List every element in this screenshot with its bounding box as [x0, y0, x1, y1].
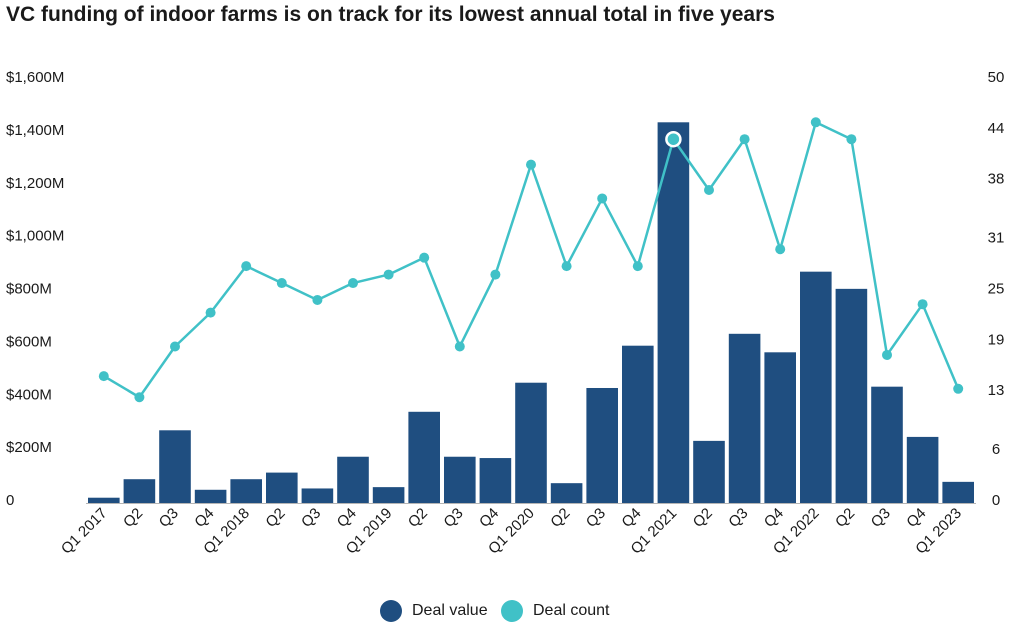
x-axis-tick-label: Q1 2017	[58, 505, 111, 558]
point-deal-count	[632, 261, 643, 272]
point-deal-count	[917, 299, 928, 310]
chart-title: VC funding of indoor farms is on track f…	[6, 3, 775, 26]
x-axis-tick-label: Q4	[334, 505, 360, 531]
combo-chart: 0 $200M $400M $600M $800M $1,000M $1,200M $1,40…	[6, 69, 1005, 558]
bar-deal-value	[800, 271, 832, 503]
bar-deal-value	[586, 387, 618, 503]
point-deal-count	[882, 349, 892, 360]
left-axis-tick-label: $1,400M	[6, 122, 64, 139]
point-deal-count	[846, 134, 857, 145]
point-deal-count	[241, 261, 252, 272]
right-axis-tick-label: 19	[988, 331, 1005, 348]
bar-deal-value	[906, 436, 939, 503]
left-axis-tick-label: $400M	[6, 386, 52, 403]
legend-label-deal-count: Deal count	[533, 602, 610, 619]
x-axis-tick-label: Q3	[583, 505, 609, 531]
x-axis-tick-label: Q4	[903, 505, 929, 531]
bar-deal-value	[408, 411, 440, 503]
x-axis-tick-label: Q2	[690, 505, 716, 531]
bar-deal-value	[88, 497, 120, 503]
point-deal-count-highlight	[665, 130, 682, 148]
bar-deal-value	[266, 472, 298, 503]
legend-label-deal-value: Deal value	[412, 602, 488, 619]
bar-deal-value	[301, 488, 334, 503]
x-axis-tick-label: Q3	[298, 505, 324, 531]
bar-deal-value	[764, 352, 796, 503]
point-deal-count	[348, 278, 358, 289]
bar-deal-value	[657, 122, 690, 504]
bar-deal-value	[479, 458, 512, 503]
point-deal-count	[953, 383, 964, 394]
bar-deal-value	[693, 440, 725, 503]
left-axis-tick-label: $1,000M	[6, 228, 64, 245]
x-axis-tick-label: Q3	[440, 505, 466, 531]
point-deal-count	[383, 269, 394, 280]
point-deal-count	[170, 341, 180, 352]
x-axis-tick-label: Q2	[120, 505, 146, 531]
bar-deal-value	[337, 456, 369, 503]
bar-deal-value	[515, 382, 547, 503]
point-deal-count	[276, 278, 287, 289]
point-deal-count	[454, 341, 465, 352]
bar-deal-value	[942, 481, 974, 503]
right-axis-tick-label: 31	[988, 230, 1005, 247]
bar-deal-value	[835, 288, 868, 503]
bar-deal-value	[728, 333, 761, 503]
legend-item-deal-value: Deal value	[380, 600, 488, 622]
left-axis-tick-label: $200M	[6, 439, 52, 456]
right-axis-tick-label: 38	[988, 171, 1005, 188]
x-axis-tick-label: Q3	[156, 505, 182, 531]
point-deal-count	[205, 307, 216, 318]
x-axis-tick-label: Q2	[405, 505, 431, 531]
bar-deal-value	[194, 489, 227, 503]
left-axis-tick-label: $1,600M	[6, 69, 64, 86]
left-axis-tick-label: $800M	[6, 281, 52, 298]
right-axis-tick-label: 50	[988, 69, 1005, 86]
point-deal-count	[490, 269, 501, 280]
point-deal-count	[597, 193, 608, 204]
x-axis-tick-label: Q4	[476, 505, 502, 531]
bar-deal-value	[159, 430, 191, 503]
point-deal-count	[312, 294, 323, 305]
point-deal-count	[134, 392, 145, 403]
right-axis-tick-label: 6	[992, 441, 1000, 458]
right-axis-tick-label: 25	[988, 281, 1005, 298]
point-deal-count	[526, 159, 536, 170]
right-axis-tick-label: 44	[988, 120, 1005, 137]
point-deal-count	[739, 134, 750, 145]
bar-deal-value	[123, 479, 156, 503]
left-axis-tick-label: $600M	[6, 333, 52, 350]
point-deal-count	[98, 371, 109, 382]
right-axis-tick-label: 0	[992, 492, 1000, 509]
point-deal-count	[561, 261, 572, 272]
x-axis-tick-label: Q2	[832, 505, 858, 531]
x-axis-tick-label: Q2	[547, 505, 573, 531]
x-axis-tick-label: Q4	[191, 505, 217, 531]
left-axis-tick-label: $1,200M	[6, 175, 64, 192]
legend-item-deal-count: Deal count	[501, 600, 610, 622]
bar-deal-value	[550, 483, 583, 503]
legend: Deal value Deal count	[0, 600, 1024, 628]
x-axis-tick-label: Q3	[725, 505, 751, 531]
point-deal-count	[775, 244, 786, 255]
x-axis-tick-label: Q3	[868, 505, 894, 531]
legend-swatch-deal-count	[501, 600, 523, 622]
legend-swatch-deal-value	[380, 600, 402, 622]
left-axis-tick-label: 0	[6, 492, 14, 509]
bar-deal-value	[444, 456, 476, 503]
bar-deal-value	[871, 386, 903, 503]
bar-deal-value	[622, 345, 654, 503]
point-deal-count	[704, 184, 714, 195]
point-deal-count	[810, 117, 821, 128]
x-axis-tick-label: Q4	[761, 505, 787, 531]
bar-deal-value	[230, 479, 262, 503]
bar-deal-value	[372, 487, 405, 503]
x-axis-tick-label: Q2	[262, 505, 288, 531]
x-axis-tick-label: Q4	[618, 505, 644, 531]
right-axis-tick-label: 13	[988, 382, 1005, 399]
point-deal-count	[419, 252, 430, 263]
